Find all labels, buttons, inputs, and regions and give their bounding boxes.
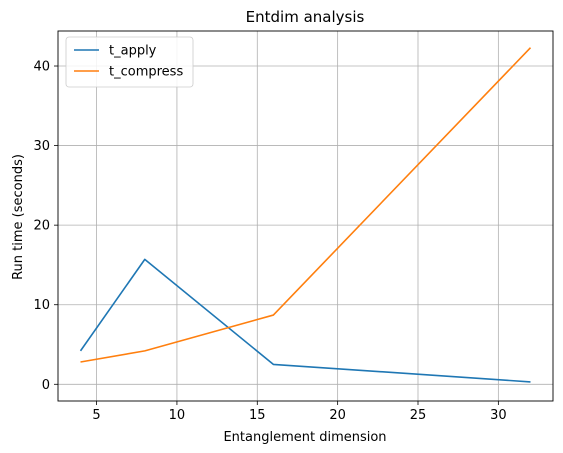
chart-title: Entdim analysis bbox=[246, 8, 365, 26]
plot-frame bbox=[57, 30, 554, 402]
legend-label-t_compress: t_compress bbox=[109, 65, 183, 80]
x-tick-label: 15 bbox=[249, 408, 266, 423]
y-tick-label: 0 bbox=[42, 378, 50, 393]
y-tick-label: 40 bbox=[33, 60, 50, 75]
x-tick-label: 20 bbox=[329, 408, 346, 423]
series-line-t_apply bbox=[79, 258, 531, 383]
series-line-t_compress bbox=[80, 47, 532, 363]
x-tick-label: 25 bbox=[410, 408, 427, 423]
x-tick-label: 5 bbox=[92, 408, 100, 423]
x-axis-label: Entanglement dimension bbox=[223, 430, 386, 445]
x-tick-label: 30 bbox=[490, 408, 507, 423]
legend: t_apply t_compress bbox=[65, 36, 194, 88]
x-tick-label: 10 bbox=[169, 408, 186, 423]
y-axis-label: Run time (seconds) bbox=[11, 154, 26, 280]
x-axis-ticks: 5 10 15 20 25 30 bbox=[92, 401, 507, 423]
series-lines bbox=[79, 47, 532, 383]
legend-label-t_apply: t_apply bbox=[109, 44, 157, 59]
y-tick-label: 20 bbox=[33, 219, 50, 234]
y-tick-label: 30 bbox=[33, 139, 50, 154]
y-tick-label: 10 bbox=[33, 298, 50, 313]
y-axis-ticks: 0 10 20 30 40 bbox=[33, 60, 58, 393]
